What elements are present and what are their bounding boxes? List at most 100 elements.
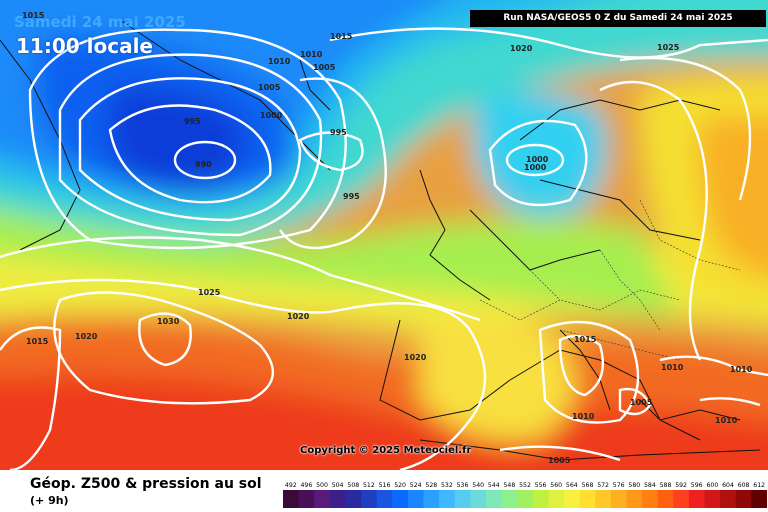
scale-swatch — [423, 490, 440, 508]
scale-label: 596 — [691, 482, 703, 489]
isobar-label: 995 — [343, 192, 360, 201]
isobar-label: 1000 — [260, 111, 283, 120]
scale-label: 592 — [675, 482, 687, 489]
scale-swatch — [486, 490, 502, 508]
isobar-label: 1000 — [526, 155, 549, 164]
scale-label: 540 — [472, 482, 484, 489]
scale-swatch — [735, 490, 752, 508]
scale-swatch — [688, 490, 705, 508]
scale-swatch — [361, 490, 378, 508]
scale-label: 500 — [316, 482, 328, 489]
isobar-label: 1025 — [657, 43, 680, 52]
scale-swatch — [345, 490, 362, 508]
scale-swatch — [548, 490, 565, 508]
isobar-label: 990 — [195, 160, 212, 169]
scale-label: 576 — [613, 482, 625, 489]
scale-label: 600 — [706, 482, 718, 489]
isobar-label: 1030 — [157, 317, 180, 326]
scale-label: 580 — [628, 482, 640, 489]
scale-swatch — [657, 490, 674, 508]
scale-swatch — [392, 490, 409, 508]
scale-label: 588 — [660, 482, 672, 489]
isobar-label: 995 — [330, 128, 347, 137]
scale-label: 552 — [519, 482, 531, 489]
isobar-label: 1005 — [630, 398, 653, 407]
scale-swatch — [626, 490, 643, 508]
isobar-label: 1015 — [22, 11, 45, 20]
scale-label: 568 — [582, 482, 594, 489]
legend-subtitle: (+ 9h) — [30, 494, 69, 507]
scale-label: 604 — [722, 482, 734, 489]
scale-swatch — [579, 490, 596, 508]
legend-title: Géop. Z500 & pression au sol — [30, 476, 262, 492]
isobar-label: 1015 — [26, 337, 49, 346]
isobar-label: 1025 — [198, 288, 221, 297]
scale-label: 612 — [753, 482, 765, 489]
isobars — [0, 27, 768, 470]
scale-label: 536 — [457, 482, 469, 489]
color-scale: 492 496 500 504 508 512 516 520 524 528 532 536 540 5… — [283, 482, 767, 508]
scale-swatch — [673, 490, 690, 508]
scale-swatch — [517, 490, 534, 508]
isobar-label: 1005 — [258, 83, 281, 92]
scale-swatch — [283, 490, 299, 508]
isobar-label: 1015 — [574, 335, 597, 344]
scale-label: 528 — [425, 482, 437, 489]
scale-swatch — [610, 490, 627, 508]
isobar-label: 1020 — [510, 44, 533, 53]
isobar-label: 1010 — [661, 363, 684, 372]
isobar-label: 1020 — [287, 312, 310, 321]
isobar-label: 1010 — [715, 416, 738, 425]
scale-label: 564 — [566, 482, 578, 489]
coastlines — [0, 19, 761, 461]
borders — [479, 199, 741, 361]
z500-color-field — [0, 0, 768, 470]
scale-swatch — [751, 490, 767, 508]
isobar-label: 1020 — [75, 332, 98, 341]
forecast-date: Samedi 24 mai 2025 — [14, 13, 186, 31]
scale-swatch — [704, 490, 721, 508]
scale-label: 544 — [488, 482, 500, 489]
scale-swatch — [329, 490, 346, 508]
geopotential-map: 1015 1010 1005 1000 995 990 1015 1010 10… — [0, 0, 768, 470]
forecast-time: 11:00 locale — [16, 34, 153, 58]
isobar-label: 1000 — [524, 163, 547, 172]
scale-label: 532 — [441, 482, 453, 489]
scale-label: 572 — [597, 482, 609, 489]
isobar-label: 995 — [184, 117, 201, 126]
scale-label: 504 — [332, 482, 344, 489]
scale-label: 608 — [738, 482, 750, 489]
scale-label: 512 — [363, 482, 375, 489]
copyright: Copyright © 2025 Meteociel.fr — [300, 445, 472, 456]
isobar-label: 1010 — [572, 412, 595, 421]
scale-label: 508 — [347, 482, 359, 489]
isobar-label-group: 1015 1010 1005 1000 995 990 1015 1010 10… — [22, 11, 753, 465]
scale-label: 496 — [300, 482, 312, 489]
isobar-label: 1010 — [730, 365, 753, 374]
scale-swatch — [595, 490, 612, 508]
scale-label: 520 — [394, 482, 406, 489]
scale-label: 560 — [550, 482, 562, 489]
scale-swatch — [314, 490, 331, 508]
isobar-label: 1010 — [268, 57, 291, 66]
isobar-label: 1015 — [330, 32, 353, 41]
scale-swatch — [439, 490, 456, 508]
isobar-label: 1010 — [300, 50, 323, 59]
scale-label: 516 — [379, 482, 391, 489]
isobar-label: 1005 — [548, 456, 571, 465]
scale-label: 556 — [535, 482, 547, 489]
isobar-label: 1005 — [313, 63, 336, 72]
scale-swatch — [298, 490, 315, 508]
scale-label: 584 — [644, 482, 656, 489]
scale-swatch — [642, 490, 659, 508]
scale-label: 548 — [503, 482, 515, 489]
scale-swatch — [564, 490, 580, 508]
scale-swatch — [454, 490, 471, 508]
scale-label: 524 — [410, 482, 422, 489]
scale-swatch — [532, 490, 549, 508]
model-run-label: Run NASA/GEOS5 0 Z du Samedi 24 mai 2025 — [470, 10, 766, 27]
isobar-label: 1020 — [404, 353, 427, 362]
scale-swatch — [501, 490, 518, 508]
scale-label: 492 — [285, 482, 297, 489]
